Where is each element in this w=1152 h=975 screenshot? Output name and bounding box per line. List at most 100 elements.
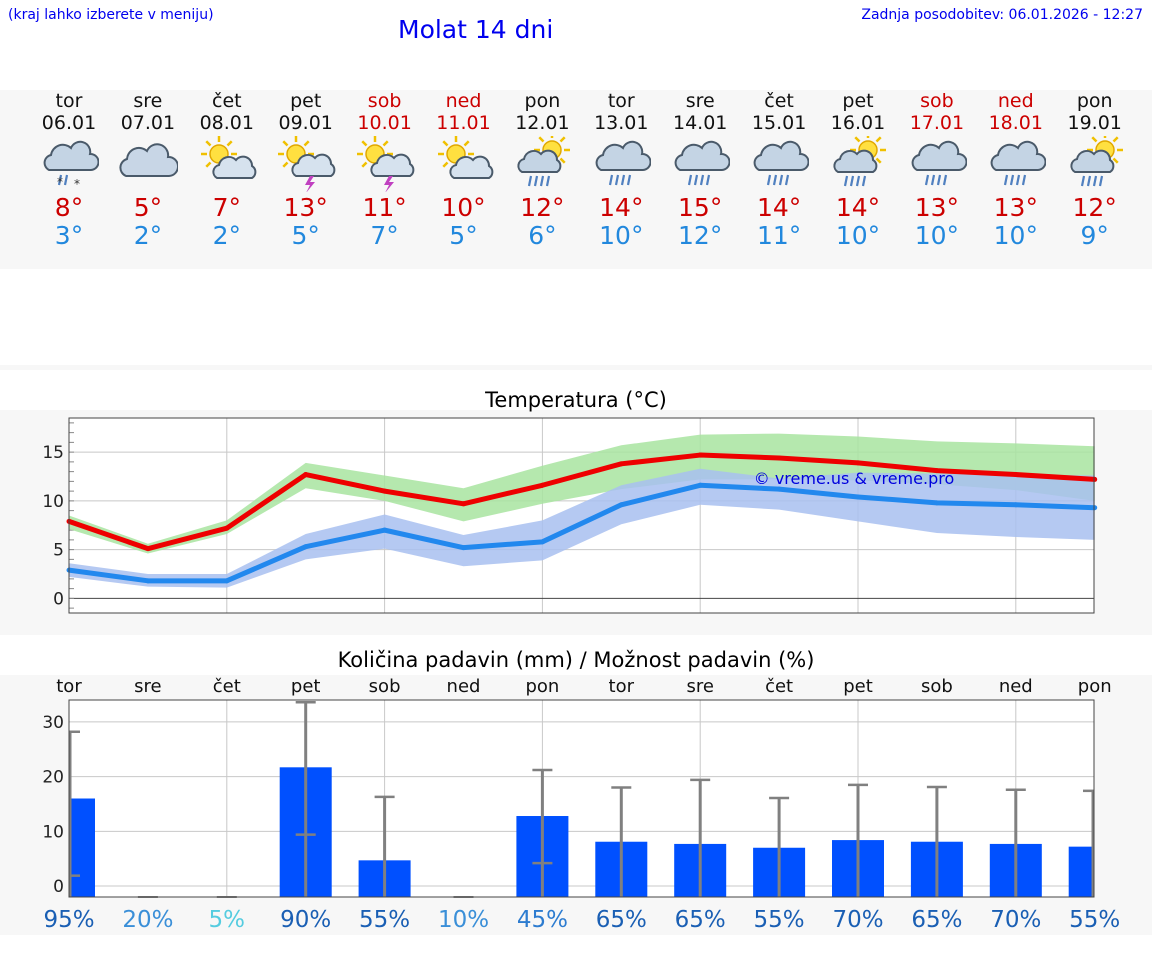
icon-group: [277, 136, 336, 192]
raindrop: [767, 174, 772, 186]
cloud-shape: [448, 155, 493, 179]
raindrop: [694, 174, 699, 186]
day-date: 16.01: [830, 112, 886, 134]
raindrop: [627, 174, 632, 186]
day-date: 09.01: [278, 112, 333, 134]
precip-probability: 10%: [438, 907, 489, 933]
day-name: čet: [212, 90, 242, 112]
sun-ray: [875, 136, 882, 143]
temp-point-min: [224, 578, 230, 584]
temp-line-max: [68, 452, 1095, 552]
precip-probability: 5%: [209, 907, 246, 933]
cloud-rain-icon: [990, 140, 1046, 186]
raindrop: [855, 175, 861, 187]
temp-point-max: [855, 460, 861, 466]
day-card: sob 17.01 13° 10°: [897, 90, 976, 250]
temp-max: 12°: [520, 193, 565, 222]
raindrop: [700, 174, 705, 186]
day-date: 17.01: [909, 112, 965, 134]
temp-min: 10°: [993, 221, 1038, 250]
x-day-label: sob: [921, 676, 953, 697]
day-date: 14.01: [672, 112, 728, 134]
sun-ray: [282, 161, 289, 168]
raindrop: [924, 174, 929, 186]
precip-probability: 65%: [596, 907, 647, 933]
day-name: čet: [764, 90, 794, 112]
day-name: tor: [607, 90, 635, 112]
temp-max: 5°: [133, 193, 163, 222]
sun-ray: [875, 157, 882, 164]
y-tick-label: 30: [42, 713, 64, 733]
y-tick-label: 10: [42, 492, 64, 512]
temp-min: 11°: [756, 221, 802, 250]
sun-ray: [538, 136, 545, 143]
temp-point-max: [461, 501, 466, 507]
temp-min: 7°: [370, 221, 399, 250]
temp-point-max: [1013, 472, 1019, 478]
cloud-shape: [753, 140, 810, 171]
cloud-shape: [595, 140, 652, 171]
icon-group: [356, 136, 414, 192]
precipitation-chart: 0 10 20 30 tor sre čet pet sob ned pon tor sre čet pet…: [42, 676, 1120, 933]
raindrop: [1009, 174, 1014, 186]
day-name: ned: [997, 90, 1034, 112]
precip-bar: [69, 798, 95, 897]
sun-ray: [360, 161, 367, 168]
precip-probability: 65%: [675, 907, 726, 933]
cloud-rain-icon: [674, 140, 731, 186]
day-name: ned: [445, 90, 482, 112]
day-name: pet: [290, 90, 322, 112]
cloud-shape: [911, 140, 967, 171]
temp-point-max: [618, 461, 624, 467]
temp-band-min: [69, 468, 1095, 588]
icon-group: [517, 136, 571, 187]
lightning-bolt: [304, 176, 315, 192]
sun-ray: [1091, 136, 1098, 143]
temp-point-min: [145, 578, 151, 584]
temp-point-max: [934, 468, 940, 474]
icon-group: [119, 143, 178, 177]
temp-max: 12°: [1072, 193, 1117, 222]
temp-max: 13°: [993, 193, 1038, 222]
icon-group: [200, 136, 257, 179]
cloud-shape: [291, 153, 336, 177]
cloud-shape: [370, 153, 414, 177]
sun-cloud-rain-icon: [517, 136, 571, 187]
icon-group: * *: [43, 140, 99, 191]
precip-chart-title: Količina padavin (mm) / Možnost padavin …: [337, 648, 815, 672]
cloud-shape: [833, 149, 878, 173]
raindrop: [706, 174, 711, 186]
temp-max: 14°: [599, 193, 644, 222]
y-tick-label: 5: [53, 541, 64, 561]
day-card: ned 18.01 13° 10°: [976, 90, 1055, 250]
sun-cloud-rain-icon: [833, 136, 886, 187]
snowflake: *: [74, 177, 80, 191]
x-day-label: sob: [369, 676, 401, 697]
sun-ray: [463, 140, 470, 147]
sun-ray: [1112, 157, 1119, 164]
temp-point-max: [303, 472, 309, 478]
cloud-shape: [1070, 149, 1115, 173]
sun-ray: [854, 136, 861, 143]
y-tick-label: 15: [42, 443, 64, 463]
icon-group: [753, 140, 810, 186]
day-date: 13.01: [594, 112, 649, 134]
cloud-shape: [212, 155, 257, 179]
raindrop: [861, 175, 867, 187]
day-card: pet 16.01 14° 10°: [819, 90, 898, 250]
cloudy-icon: [119, 143, 178, 177]
day-card: čet 08.01 7° 2°: [187, 90, 266, 250]
raindrop: [779, 174, 784, 186]
raindrop: [785, 174, 790, 186]
lightning-bolt: [383, 176, 394, 192]
temp-min: 2°: [212, 221, 241, 250]
raindrop: [546, 175, 551, 187]
temp-point-min: [855, 494, 861, 500]
temp-min: 10°: [835, 221, 881, 250]
raindrop: [843, 175, 849, 187]
sun-ray: [226, 140, 233, 147]
sun-ray: [1112, 136, 1119, 143]
sun-ray: [559, 157, 567, 164]
temperature-chart: 0 5 10 15 © vreme.us & vreme.pro: [42, 417, 1098, 614]
forecast-strip: [0, 90, 1152, 269]
